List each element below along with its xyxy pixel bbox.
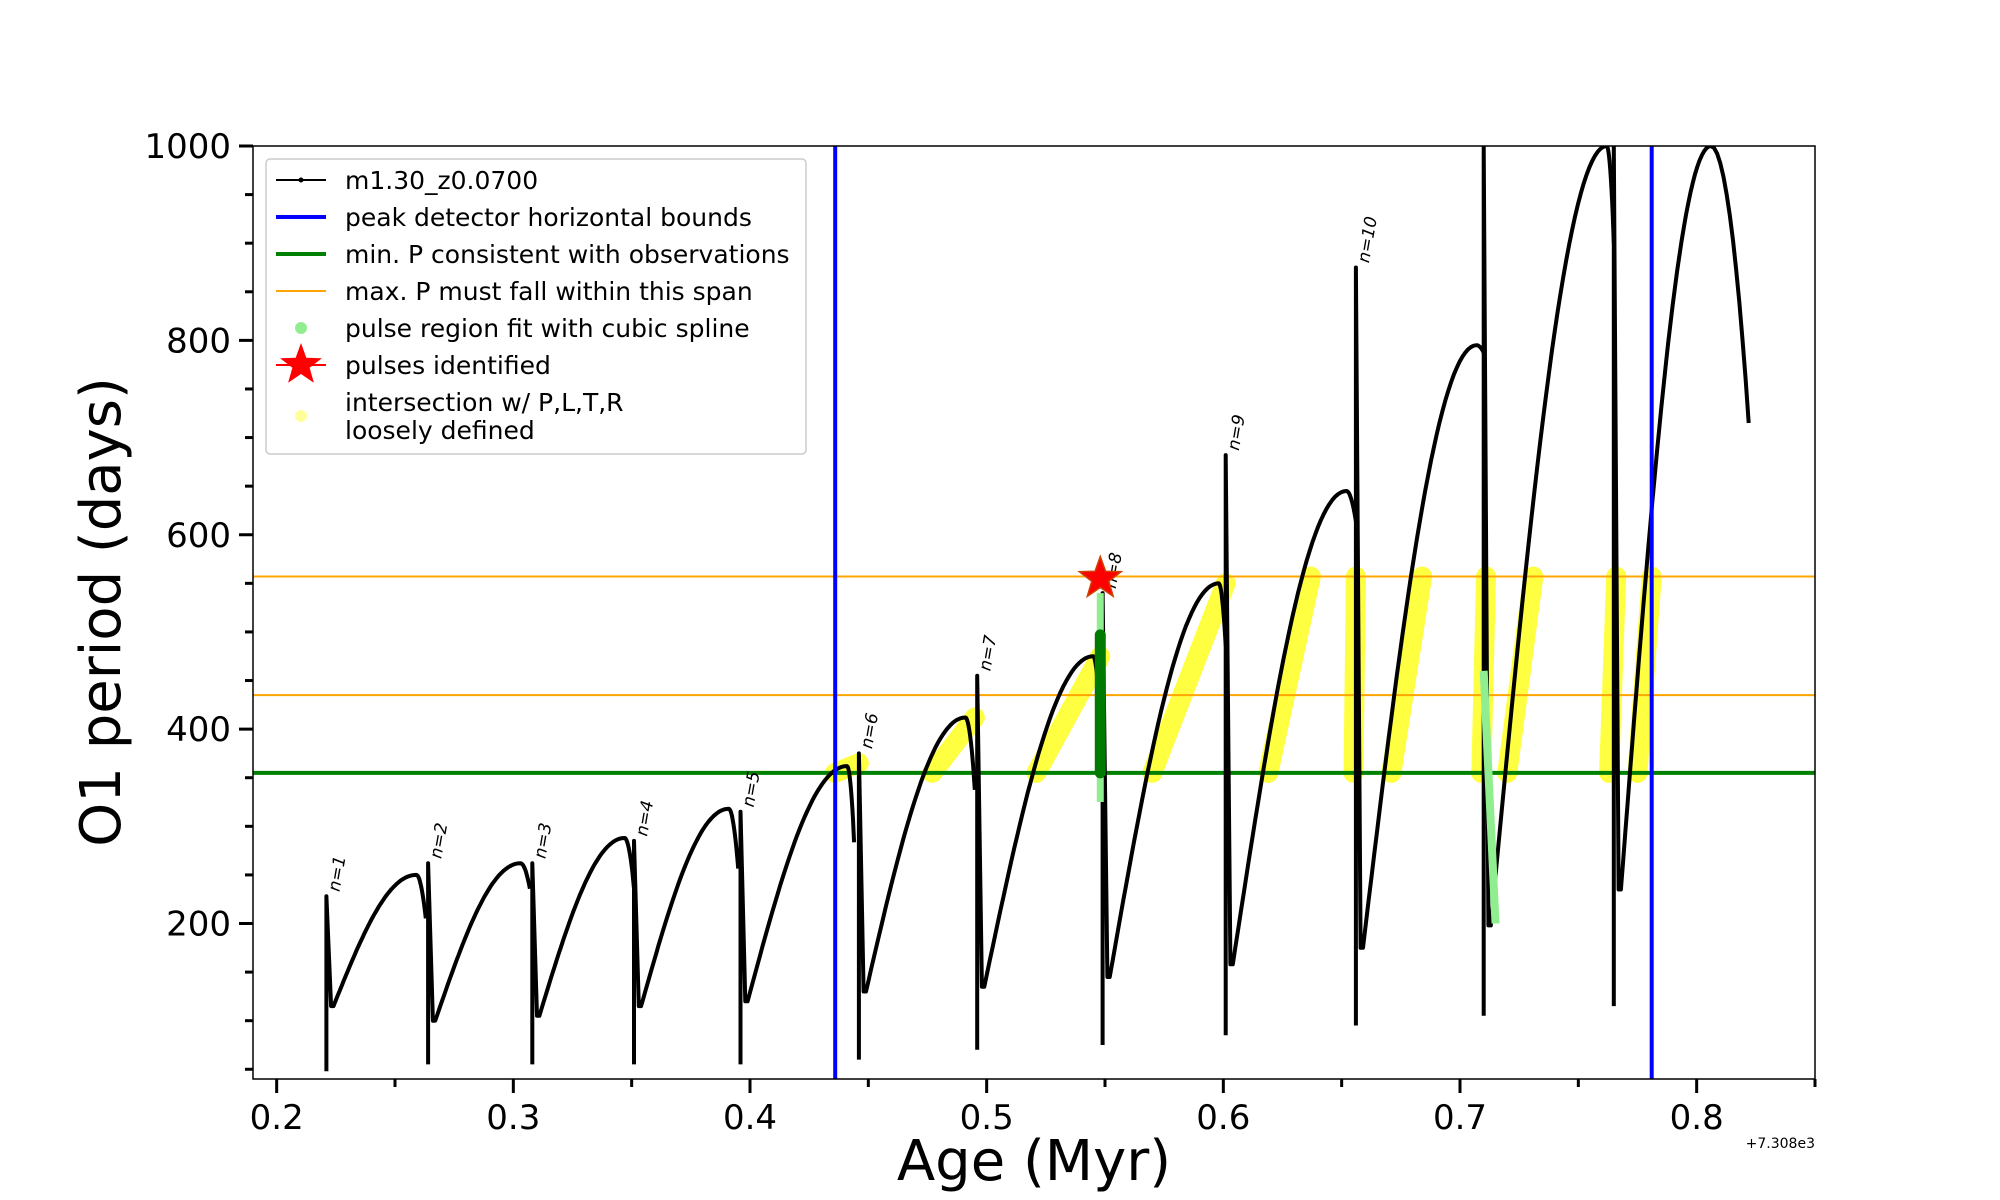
- y-tick-label: 400: [166, 710, 231, 750]
- track-segment-3: [530, 836, 636, 1065]
- axes: 0.2 0.3 0.4 0.5 0.6 0.7 0.8 200 400 600 800 1000: [144, 127, 1817, 1138]
- legend-label-7: intersection w/ P,L,T,R: [345, 388, 624, 417]
- track-segment-6: [856, 715, 977, 1060]
- intersection-segment-11: [1627, 566, 1662, 783]
- y-tick-label: 200: [166, 905, 231, 945]
- x-axis-offset-label: +7.308e3: [1746, 1136, 1815, 1152]
- y-tick-label: 800: [166, 321, 231, 361]
- track-segment-8: [1100, 581, 1228, 1045]
- track-segment-12: [1611, 146, 1751, 1007]
- x-tick-label: 0.5: [960, 1098, 1014, 1138]
- plot-content: [253, 146, 1815, 1079]
- track-segment-10: [1353, 265, 1486, 1026]
- legend-marker-dot-5: [295, 322, 307, 334]
- y-tick-label: 1000: [144, 127, 231, 167]
- legend-marker-track-dot: [298, 177, 304, 183]
- x-tick-label: 0.7: [1433, 1098, 1487, 1138]
- track-segment-4: [632, 806, 741, 1065]
- spline-fit-region-2: [1479, 670, 1500, 924]
- legend-marker-star: [280, 343, 322, 383]
- x-tick-label: 0.6: [1196, 1098, 1250, 1138]
- track-segment-2: [426, 861, 532, 1065]
- legend-marker-dot-7: [295, 410, 307, 422]
- legend-box: [265, 158, 807, 455]
- legend-label-1: m1.30_z0.0700: [345, 166, 538, 195]
- pulse-star-marker: [1077, 554, 1124, 599]
- legend-label-7-line2: loosely defined: [345, 416, 535, 445]
- intersection-segment-3: [1026, 646, 1111, 783]
- intersection-segment-4: [1142, 573, 1236, 783]
- intersection-segment-5: [1258, 566, 1321, 783]
- x-tick-label: 0.4: [723, 1098, 777, 1138]
- y-axis-title: O1 period (days): [69, 377, 134, 847]
- track-segment-9: [1223, 453, 1358, 1036]
- legend-label-2: peak detector horizontal bounds: [345, 203, 752, 232]
- legend-label-3: min. P consistent with observations: [345, 240, 790, 269]
- x-tick-label: 0.2: [250, 1098, 304, 1138]
- plot-area: n=1n=2 n=3n=4n=5n=6n=7n=8n=9n=10: [253, 146, 1815, 1079]
- plot-frame: [252, 145, 1816, 1080]
- x-tick-label: 0.3: [486, 1098, 540, 1138]
- track-segment-1: [324, 872, 428, 1072]
- x-tick-label: 0.8: [1670, 1098, 1724, 1138]
- y-tick-label: 600: [166, 516, 231, 556]
- intersection-segment-9: [1497, 566, 1544, 783]
- legend-label-5: pulse region fit with cubic spline: [345, 314, 750, 343]
- intersection-segment-7: [1381, 566, 1433, 783]
- x-axis-title: Age (Myr): [897, 1129, 1171, 1194]
- track-segment-5: [738, 764, 857, 1065]
- track-segment-11: [1481, 146, 1616, 1016]
- legend-label-4: max. P must fall within this span: [345, 277, 753, 306]
- legend-label-6: pulses identified: [345, 351, 551, 380]
